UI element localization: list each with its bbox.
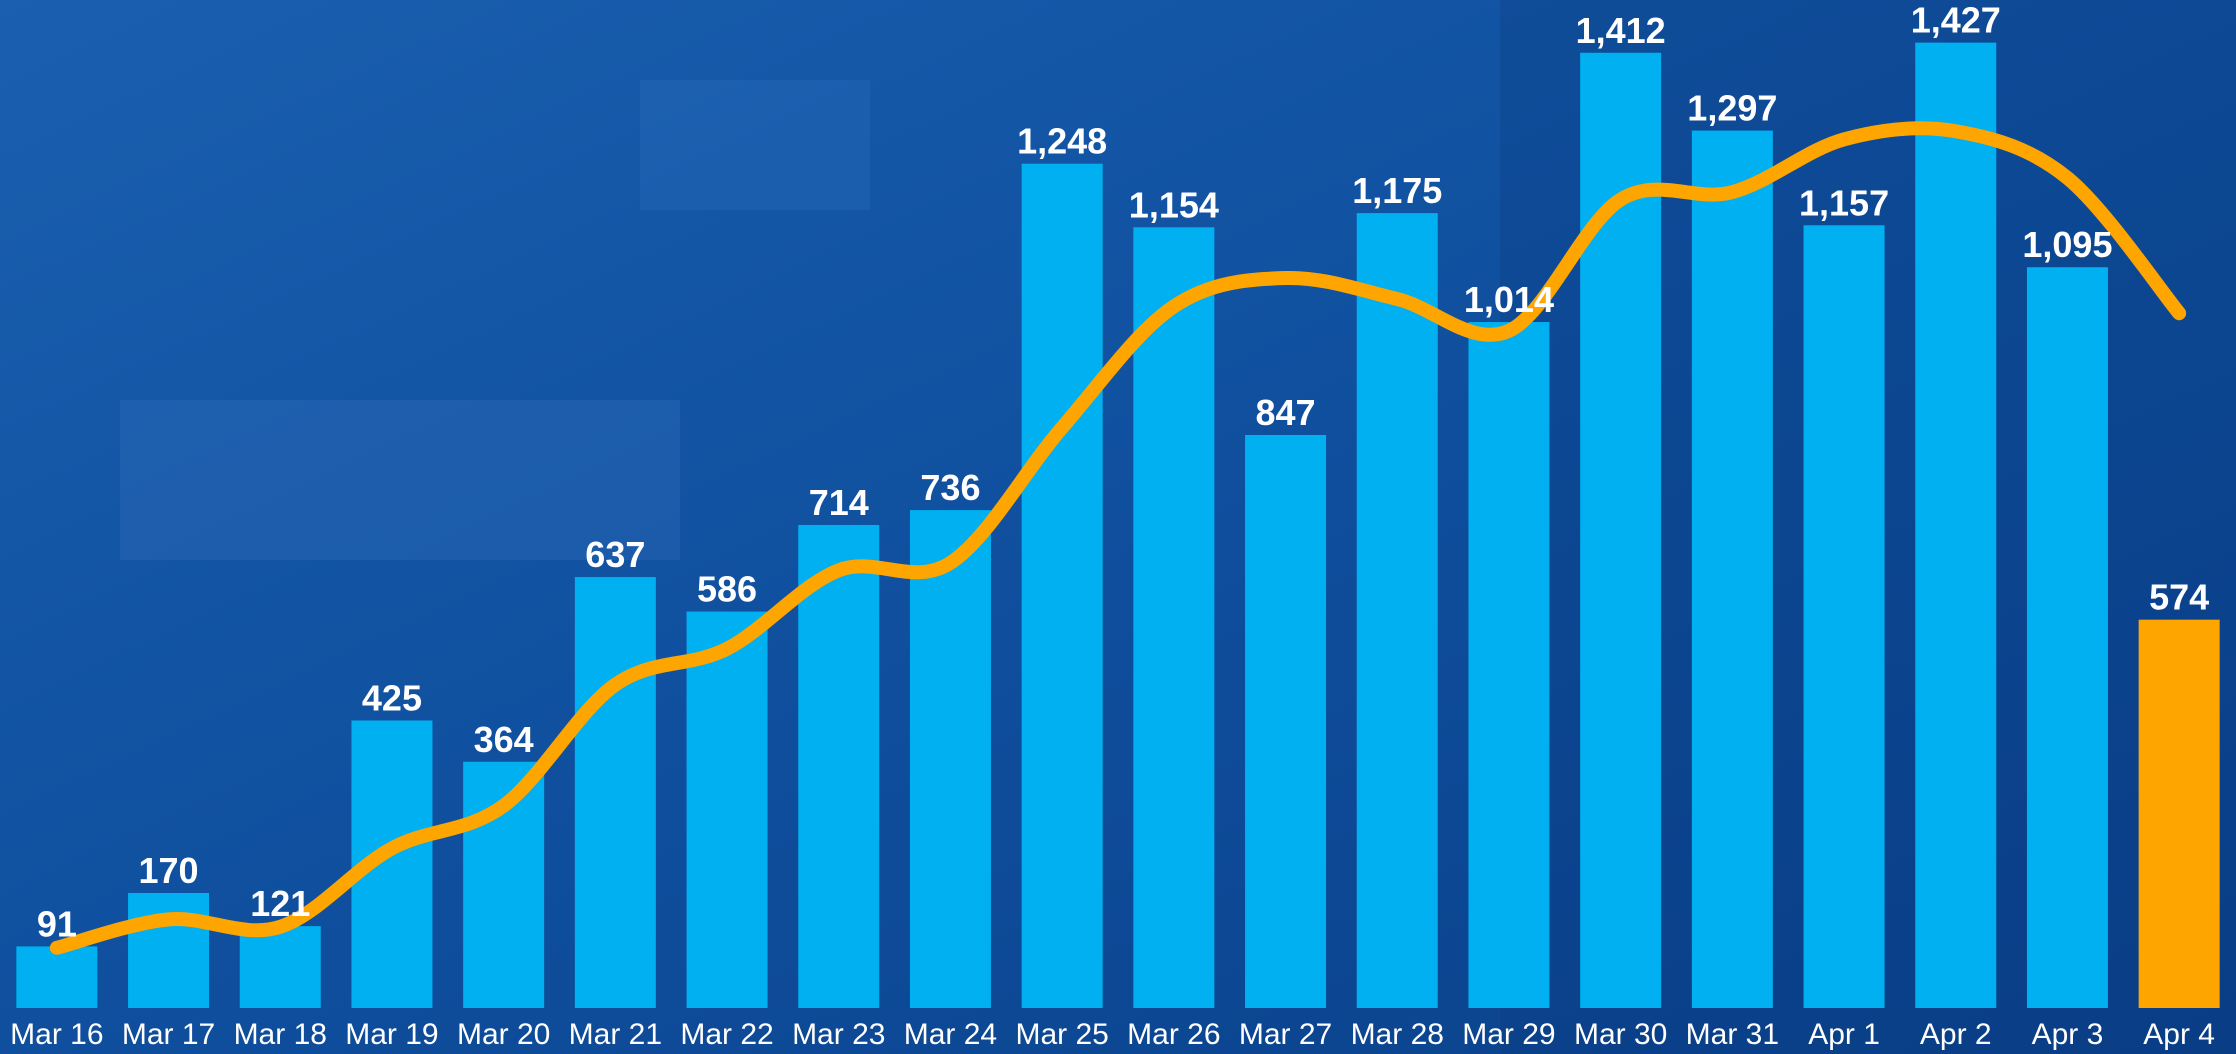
value-label: 1,095 [2022, 224, 2112, 265]
value-label: 574 [2149, 577, 2209, 618]
x-tick-label: Mar 29 [1462, 1018, 1555, 1051]
chart: Mar 16 Mar 17 Mar 18 Mar 19 Mar 20 Mar 21 Mar … [0, 0, 2236, 1054]
bar [1022, 164, 1103, 1008]
bar [16, 946, 97, 1008]
x-tick-label: Mar 19 [345, 1018, 438, 1051]
x-tick-label: Mar 28 [1351, 1018, 1444, 1051]
x-tick-label: Mar 21 [569, 1018, 662, 1051]
x-tick-label: Mar 17 [122, 1018, 215, 1051]
x-tick-label: Apr 3 [2032, 1018, 2104, 1051]
bar [1357, 213, 1438, 1008]
value-label: 364 [474, 719, 534, 760]
x-tick-label: Apr 1 [1808, 1018, 1880, 1051]
value-label: 121 [250, 883, 310, 924]
value-label: 714 [809, 482, 869, 523]
value-label: 1,297 [1687, 88, 1777, 129]
bar [2027, 267, 2108, 1008]
value-label: 1,014 [1464, 279, 1554, 320]
bar [798, 525, 879, 1008]
value-label: 1,412 [1576, 10, 1666, 51]
x-tick-label: Mar 23 [792, 1018, 885, 1051]
background-monitor [640, 80, 870, 210]
x-tick-label: Mar 25 [1015, 1018, 1108, 1051]
x-tick-label: Mar 24 [904, 1018, 997, 1051]
x-tick-label: Mar 18 [234, 1018, 327, 1051]
bar [575, 577, 656, 1008]
x-tick-label: Apr 4 [2143, 1018, 2215, 1051]
value-label: 425 [362, 677, 422, 718]
x-tick-label: Mar 31 [1686, 1018, 1779, 1051]
bar [1692, 131, 1773, 1008]
bar [1915, 43, 1996, 1008]
bar [687, 612, 768, 1008]
x-tick-label: Mar 26 [1127, 1018, 1220, 1051]
value-label: 1,175 [1352, 170, 1442, 211]
value-label: 736 [920, 467, 980, 508]
value-label: 1,427 [1911, 0, 2001, 41]
x-tick-label: Mar 27 [1239, 1018, 1332, 1051]
value-label: 91 [37, 903, 77, 944]
x-tick-label: Mar 16 [10, 1018, 103, 1051]
value-label: 1,154 [1129, 184, 1219, 225]
bar [2139, 620, 2220, 1008]
page: {"chart_data": {"type": "bar", "categori… [0, 0, 2236, 1054]
bar [1133, 227, 1214, 1008]
bar [1245, 435, 1326, 1008]
value-label: 1,248 [1017, 121, 1107, 162]
x-tick-label: Mar 20 [457, 1018, 550, 1051]
value-label: 170 [139, 850, 199, 891]
value-label: 1,157 [1799, 182, 1889, 223]
bar [1468, 322, 1549, 1008]
x-tick-label: Apr 2 [1920, 1018, 1992, 1051]
value-label: 637 [585, 534, 645, 575]
bar [910, 510, 991, 1008]
x-tick-label: Mar 30 [1574, 1018, 1667, 1051]
bar [240, 926, 321, 1008]
x-tick-label: Mar 22 [680, 1018, 773, 1051]
value-label: 586 [697, 569, 757, 610]
value-label: 847 [1256, 392, 1316, 433]
bar [128, 893, 209, 1008]
bar [1804, 225, 1885, 1008]
